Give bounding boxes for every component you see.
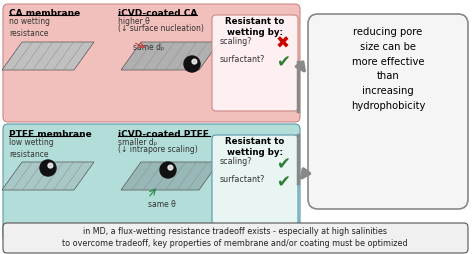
FancyBboxPatch shape xyxy=(212,16,298,112)
Text: surfactant?: surfactant? xyxy=(220,55,265,64)
FancyBboxPatch shape xyxy=(3,223,468,253)
Polygon shape xyxy=(2,43,94,71)
Polygon shape xyxy=(121,43,219,71)
FancyBboxPatch shape xyxy=(212,135,298,231)
Circle shape xyxy=(160,162,176,178)
Circle shape xyxy=(168,166,173,170)
Text: reducing pore
size can be
more effective
than
increasing
hydrophobicity: reducing pore size can be more effective… xyxy=(351,27,425,110)
Text: higher θ: higher θ xyxy=(118,17,150,26)
Circle shape xyxy=(40,160,56,176)
Circle shape xyxy=(48,164,53,168)
Text: no wetting
resistance: no wetting resistance xyxy=(9,17,50,38)
Polygon shape xyxy=(2,162,94,190)
Polygon shape xyxy=(121,162,219,190)
Text: iCVD-coated CA: iCVD-coated CA xyxy=(118,9,197,18)
Text: PTFE membrane: PTFE membrane xyxy=(9,130,92,138)
Text: ✔: ✔ xyxy=(276,53,290,71)
FancyBboxPatch shape xyxy=(3,124,300,242)
Text: smaller dₚ: smaller dₚ xyxy=(118,137,157,146)
Text: CA membrane: CA membrane xyxy=(9,9,80,18)
FancyBboxPatch shape xyxy=(308,15,468,209)
Text: same θ: same θ xyxy=(148,199,176,208)
Text: iCVD-coated PTFE: iCVD-coated PTFE xyxy=(118,130,209,138)
Text: low wetting
resistance: low wetting resistance xyxy=(9,137,54,158)
Circle shape xyxy=(192,60,197,65)
Text: surfactant?: surfactant? xyxy=(220,174,265,183)
FancyBboxPatch shape xyxy=(3,5,300,122)
Text: (↓ intrapore scaling): (↓ intrapore scaling) xyxy=(118,145,198,153)
Text: ✖: ✖ xyxy=(276,35,290,53)
Text: Resistant to
wetting by:: Resistant to wetting by: xyxy=(225,136,285,156)
Text: ✔: ✔ xyxy=(276,172,290,190)
Text: ✔: ✔ xyxy=(276,154,290,172)
Circle shape xyxy=(184,57,200,73)
Text: Resistant to
wetting by:: Resistant to wetting by: xyxy=(225,17,285,37)
Text: (↓ surface nucleation): (↓ surface nucleation) xyxy=(118,24,204,33)
Text: scaling?: scaling? xyxy=(220,37,253,46)
Text: scaling?: scaling? xyxy=(220,156,253,165)
Text: in MD, a flux-wetting resistance tradeoff exists - especially at high salinities: in MD, a flux-wetting resistance tradeof… xyxy=(62,226,408,248)
Text: same dₚ: same dₚ xyxy=(133,43,164,52)
